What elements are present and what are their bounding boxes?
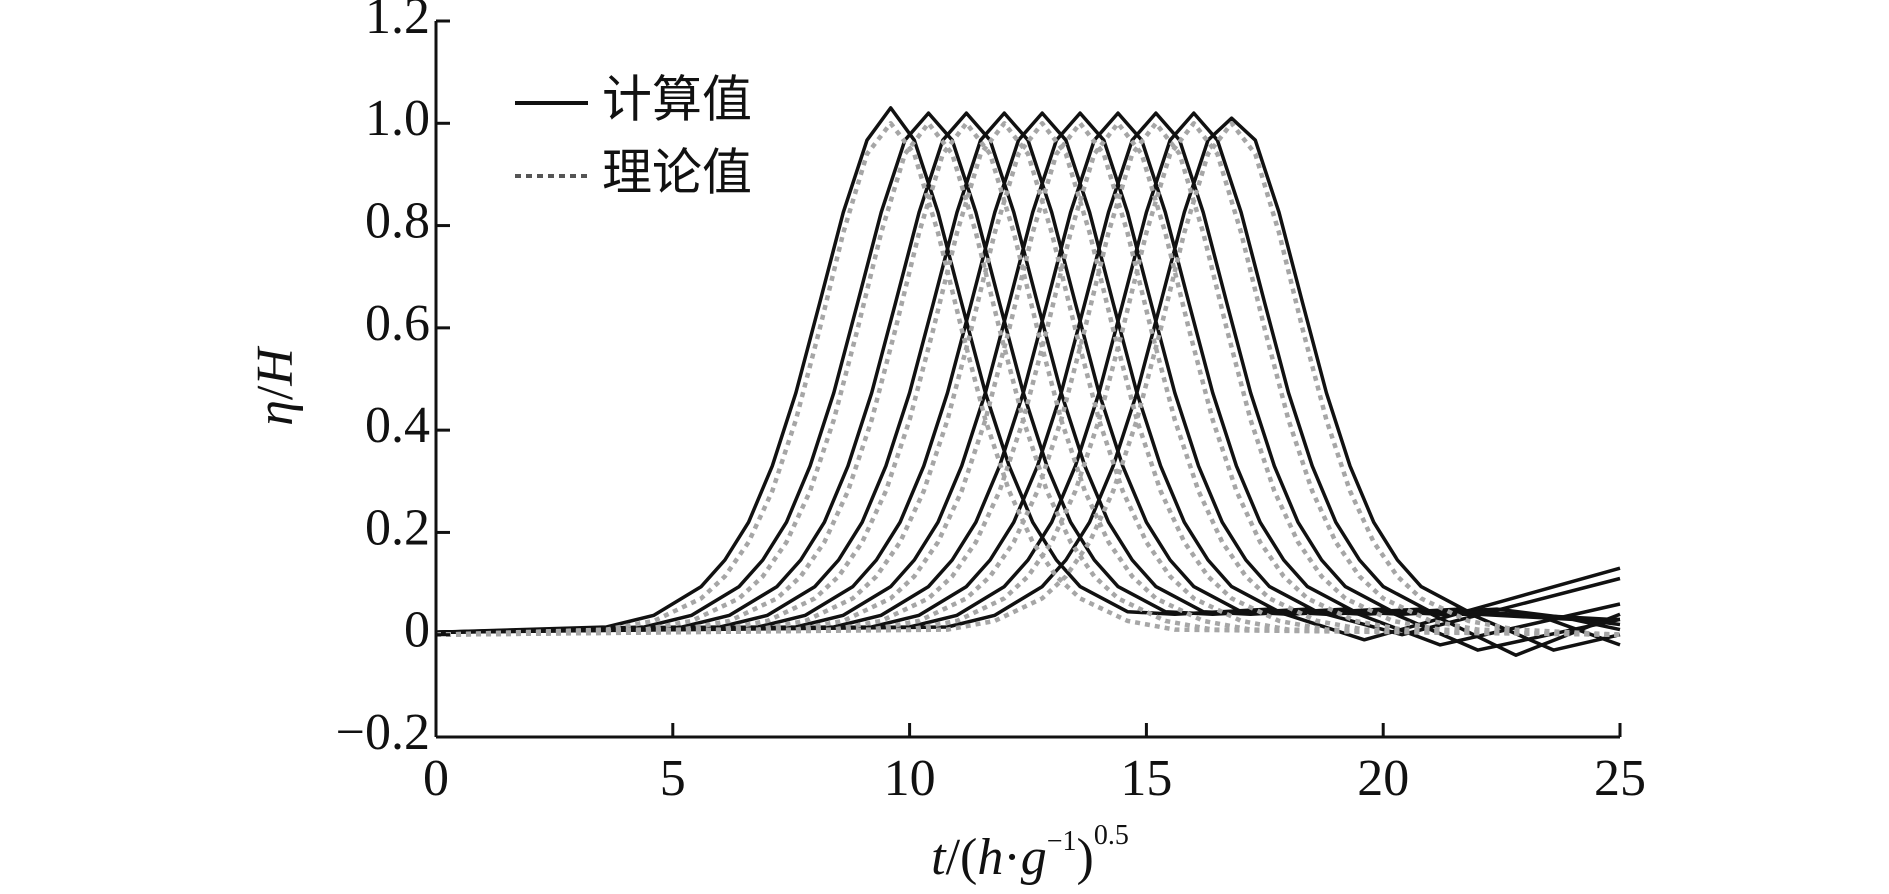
x-tick-label: 15 — [1120, 750, 1172, 807]
line-series — [435, 121, 1621, 637]
x-tick-label: 0 — [423, 750, 449, 807]
line-series — [435, 121, 1621, 637]
y-label-part: H — [247, 346, 304, 387]
x-label-part: g — [1021, 829, 1047, 886]
line-series — [435, 121, 1621, 637]
y-tick-label: 0.4 — [365, 397, 430, 454]
line-series — [435, 111, 1621, 634]
y-tick-label: 1.2 — [365, 0, 430, 45]
x-label-part: t — [931, 829, 947, 886]
line-series — [435, 121, 1621, 637]
x-tick-label: 25 — [1594, 750, 1646, 807]
x-label-part: 0.5 — [1094, 820, 1129, 851]
y-axis-label: η/H — [247, 346, 304, 426]
line-series — [435, 111, 1621, 634]
y-tick-label: 1.0 — [365, 90, 430, 147]
line-series — [435, 111, 1621, 647]
line-series — [435, 121, 1621, 637]
y-tick-label: 0.6 — [365, 295, 430, 352]
x-label-part: ) — [1077, 829, 1094, 886]
line-series — [435, 121, 1621, 637]
line-series — [435, 121, 1621, 637]
line-series — [435, 106, 1621, 642]
x-label-part: −1 — [1047, 826, 1077, 857]
x-axis-label: t/(h·g−1)0.5 — [931, 820, 1129, 886]
line-series — [435, 111, 1621, 652]
line-series — [435, 121, 1621, 637]
line-series — [435, 116, 1620, 634]
x-label-part: /( — [946, 829, 978, 886]
x-tick-label: 20 — [1357, 750, 1409, 807]
x-tick-label: 10 — [884, 750, 936, 807]
y-tick-label: −0.2 — [336, 704, 430, 761]
legend-label: 理论值 — [602, 144, 752, 202]
x-tick-label: 5 — [660, 750, 686, 807]
y-label-part: η — [247, 400, 304, 426]
x-label-part: h — [977, 829, 1003, 886]
line-series — [435, 121, 1621, 637]
y-label-part: / — [247, 385, 304, 400]
legend-label: 计算值 — [602, 71, 752, 129]
y-tick-label: 0.8 — [365, 193, 430, 250]
y-tick-label: 0.2 — [365, 499, 430, 556]
line-series — [435, 111, 1621, 652]
line-series — [435, 111, 1621, 657]
x-label-part: · — [1003, 829, 1020, 886]
y-tick-label: 0 — [404, 602, 430, 659]
